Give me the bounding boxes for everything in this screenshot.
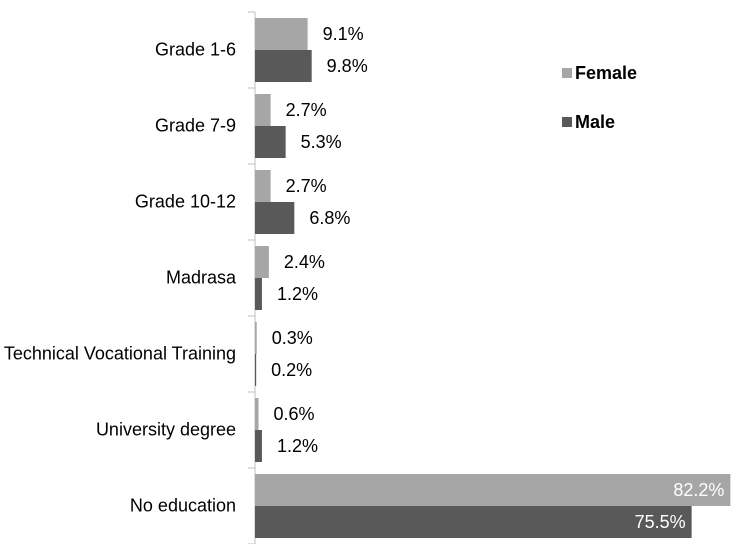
bar: [255, 278, 262, 310]
data-label: 6.8%: [309, 208, 350, 228]
bar: [255, 94, 271, 126]
data-label: 9.1%: [323, 24, 364, 44]
bar: [255, 246, 269, 278]
data-label: 1.2%: [277, 284, 318, 304]
y-tick-label: Grade 7-9: [154, 115, 236, 136]
y-tick-label: Madrasa: [165, 267, 236, 288]
bar: [255, 398, 259, 430]
data-label: 0.6%: [273, 404, 314, 424]
y-tick-label: Grade 10-12: [134, 191, 236, 212]
y-tick-label: Grade 1-6: [154, 39, 236, 60]
legend-label: Female: [575, 63, 637, 83]
bar: [255, 506, 692, 538]
bar: [255, 322, 257, 354]
data-label: 0.3%: [272, 328, 313, 348]
data-label: 1.2%: [277, 436, 318, 456]
data-label: 5.3%: [301, 132, 342, 152]
data-label: 2.4%: [284, 252, 325, 272]
bar: [255, 354, 257, 386]
y-tick-label: No education: [129, 495, 236, 516]
data-label: 9.8%: [327, 56, 368, 76]
bar: [255, 170, 271, 202]
data-label: 75.5%: [635, 512, 686, 532]
bar: [255, 18, 308, 50]
y-tick-label: University degree: [95, 419, 236, 440]
bar: [255, 126, 286, 158]
data-label: 82.2%: [673, 480, 724, 500]
bar: [255, 202, 295, 234]
data-label: 2.7%: [286, 176, 327, 196]
bar: [255, 50, 312, 82]
data-label: 0.2%: [271, 360, 312, 380]
legend-swatch: [562, 117, 572, 127]
bar: [255, 430, 262, 462]
legend-swatch: [562, 68, 572, 78]
y-tick-label: Technical Vocational Training: [3, 343, 236, 364]
bar: [255, 474, 731, 506]
data-label: 2.7%: [286, 100, 327, 120]
legend-label: Male: [575, 112, 615, 132]
